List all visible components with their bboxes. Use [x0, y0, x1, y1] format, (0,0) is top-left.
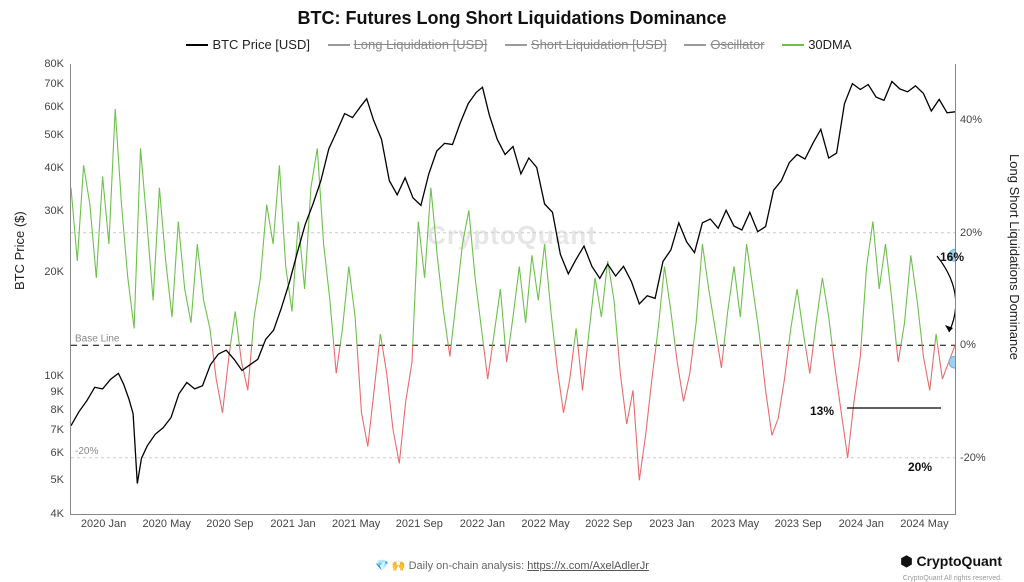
annotation: 13%: [810, 404, 834, 418]
yl-tick: 10K: [24, 370, 64, 382]
yl-tick: 40K: [24, 162, 64, 174]
yl-tick: 50K: [24, 129, 64, 141]
yr-tick: 20%: [960, 227, 982, 239]
yr-tick: 0%: [960, 339, 976, 351]
x-tick: 2022 Jan: [454, 518, 510, 530]
legend-item-2: Short Liquidation [USD]: [531, 37, 667, 52]
x-tick: 2021 May: [328, 518, 384, 530]
x-tick: 2022 May: [518, 518, 574, 530]
yl-tick: 30K: [24, 205, 64, 217]
legend-item-0: BTC Price [USD]: [212, 37, 310, 52]
legend-item-1: Long Liquidation [USD]: [354, 37, 488, 52]
x-tick: 2020 May: [139, 518, 195, 530]
x-tick: 2020 Jan: [76, 518, 132, 530]
yl-tick: 70K: [24, 78, 64, 90]
brand-credit: ⬢ CryptoQuant: [900, 553, 1002, 570]
brand-text: CryptoQuant: [916, 553, 1002, 569]
x-tick: 2021 Sep: [391, 518, 447, 530]
chart-root: BTC: Futures Long Short Liquidations Dom…: [0, 0, 1024, 576]
plot-svg: -20% Base Line: [71, 64, 955, 514]
footer-prefix: 💎 🙌 Daily on-chain analysis:: [375, 560, 527, 572]
yl-tick: 4K: [24, 508, 64, 520]
x-tick: 2021 Jan: [265, 518, 321, 530]
brand-sub: CryptoQuant All rights reserved.: [903, 575, 1002, 582]
chart-title: BTC: Futures Long Short Liquidations Dom…: [0, 8, 1024, 29]
yr-tick: 40%: [960, 114, 982, 126]
yl-tick: 7K: [24, 424, 64, 436]
yl-tick: 60K: [24, 101, 64, 113]
legend-swatch-3: [684, 44, 706, 46]
footer-link[interactable]: https://x.com/AxelAdlerJr: [527, 560, 649, 572]
x-tick: 2023 Jan: [644, 518, 700, 530]
svg-text:Base Line: Base Line: [75, 333, 120, 344]
x-tick: 2023 Sep: [770, 518, 826, 530]
legend-item-4: 30DMA: [808, 37, 851, 52]
legend-swatch-1: [328, 44, 350, 46]
yl-tick: 8K: [24, 404, 64, 416]
x-tick: 2024 Jan: [833, 518, 889, 530]
yl-tick: 80K: [24, 58, 64, 70]
yl-tick: 6K: [24, 447, 64, 459]
legend-swatch-2: [505, 44, 527, 46]
legend-swatch-0: [186, 44, 208, 46]
x-tick: 2020 Sep: [202, 518, 258, 530]
footer-note: 💎 🙌 Daily on-chain analysis: https://x.c…: [0, 559, 1024, 572]
svg-text:-20%: -20%: [75, 446, 98, 457]
annotation: 16%: [940, 250, 964, 264]
legend-swatch-4: [782, 44, 804, 46]
yl-tick: 5K: [24, 474, 64, 486]
plot-area: -20% Base Line: [70, 64, 956, 515]
annotation: 20%: [908, 460, 932, 474]
x-tick: 2024 May: [896, 518, 952, 530]
legend-item-3: Oscillator: [710, 37, 764, 52]
x-tick: 2022 Sep: [581, 518, 637, 530]
yl-tick: 9K: [24, 386, 64, 398]
legend: BTC Price [USD] Long Liquidation [USD] S…: [0, 36, 1024, 52]
x-tick: 2023 May: [707, 518, 763, 530]
y-right-label: Long Short Liquidations Dominance: [1007, 154, 1022, 360]
yl-tick: 20K: [24, 266, 64, 278]
yr-tick: -20%: [960, 452, 986, 464]
